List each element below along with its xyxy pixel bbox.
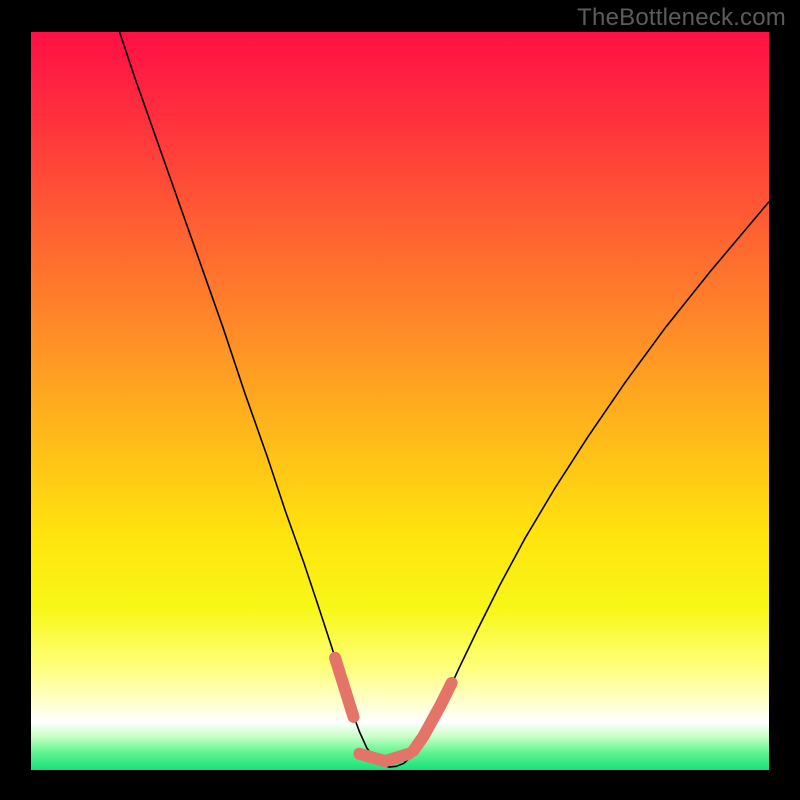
plot-svg	[31, 32, 769, 770]
chart-frame: TheBottleneck.com	[0, 0, 800, 800]
highlight-stroke-1	[359, 754, 408, 761]
bottleneck-plot	[31, 32, 769, 770]
watermark-text: TheBottleneck.com	[577, 4, 786, 32]
